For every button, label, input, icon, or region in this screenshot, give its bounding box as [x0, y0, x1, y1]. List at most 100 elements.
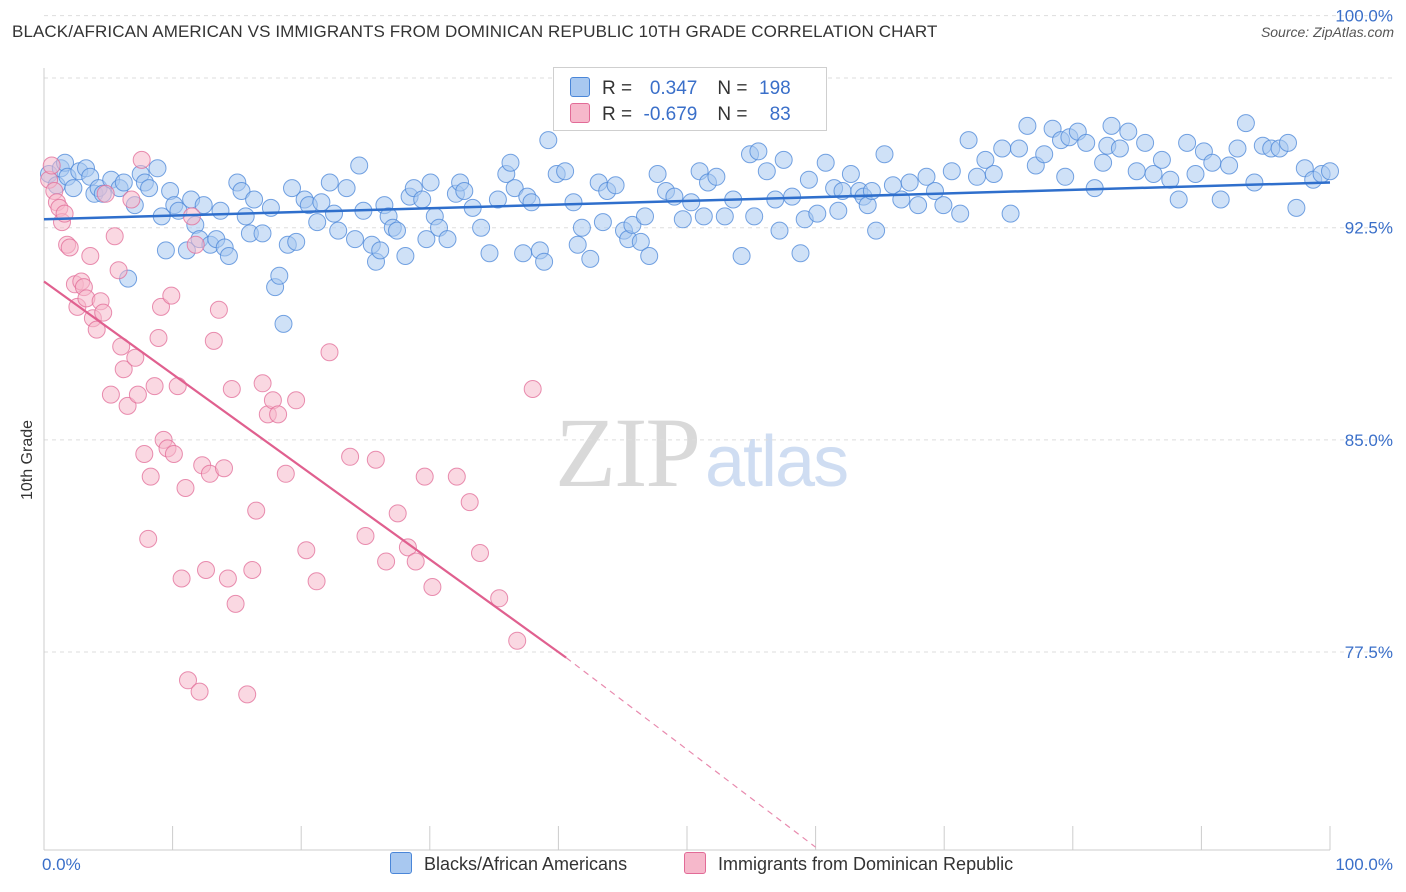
y-tick-label: 77.5% [1345, 643, 1393, 662]
point-dominican [81, 247, 100, 265]
bottom-legend-blacks: Blacks/African Americans [390, 852, 627, 875]
point-blacks [388, 221, 406, 240]
point-dominican [423, 578, 442, 596]
point-blacks [1136, 133, 1155, 152]
point-blacks [140, 179, 159, 198]
point-dominican [128, 385, 147, 404]
point-blacks [694, 207, 713, 226]
point-blacks [581, 249, 600, 268]
point-dominican [105, 227, 124, 246]
watermark-zip: ZIP [555, 397, 701, 508]
point-dominican [109, 261, 128, 280]
point-dominican [176, 479, 195, 497]
point-dominican [377, 552, 396, 571]
point-dominican [149, 329, 168, 347]
point-blacks [472, 218, 491, 237]
point-blacks [455, 182, 474, 200]
bottom-legend-label: Immigrants from Dominican Republic [718, 854, 1014, 874]
point-blacks [631, 232, 650, 251]
point-blacks [900, 173, 919, 192]
point-dominican [101, 385, 120, 404]
point-dominican [172, 569, 191, 588]
point-blacks [1144, 165, 1163, 183]
watermark-atlas: atlas [705, 422, 849, 502]
point-blacks [480, 244, 499, 263]
source-label: Source: ZipAtlas.com [1260, 24, 1394, 40]
point-dominican [204, 331, 223, 350]
point-blacks [501, 153, 520, 172]
point-blacks [1228, 139, 1247, 158]
point-dominican [186, 235, 205, 254]
point-dominican [87, 320, 106, 339]
point-blacks [287, 232, 306, 251]
point-blacks [968, 167, 986, 186]
legend-row-dominican: R = -0.679 N = 83 [570, 103, 791, 125]
point-dominican [139, 529, 158, 548]
point-blacks [648, 165, 667, 183]
point-dominican [218, 569, 237, 588]
point-blacks [942, 162, 961, 181]
point-blacks [959, 131, 978, 150]
point-blacks [770, 221, 789, 240]
point-blacks [156, 241, 175, 260]
point-dominican [114, 360, 133, 379]
point-blacks [757, 162, 776, 181]
point-blacks [829, 201, 848, 220]
point-dominican [168, 377, 187, 396]
point-dominican [276, 464, 295, 483]
point-dominican [209, 300, 228, 319]
point-blacks [568, 235, 587, 254]
point-dominican [94, 303, 113, 322]
point-blacks [283, 179, 301, 198]
point-blacks [707, 167, 726, 186]
point-blacks [219, 247, 238, 265]
legend-swatch-dominican [570, 103, 590, 123]
chart-title: BLACK/AFRICAN AMERICAN VS IMMIGRANTS FRO… [12, 22, 938, 41]
point-dominican [226, 594, 245, 613]
point-blacks [514, 244, 533, 263]
point-blacks [253, 224, 272, 243]
point-blacks [148, 159, 167, 178]
point-blacks [636, 207, 654, 226]
point-blacks [505, 179, 524, 198]
x-tick-label: 0.0% [42, 855, 81, 874]
point-dominican [238, 685, 257, 704]
point-dominican [42, 156, 61, 175]
point-dominican [356, 527, 375, 545]
point-blacks [984, 165, 1003, 183]
legend-n-label: N = [717, 78, 753, 99]
point-blacks [1010, 139, 1028, 158]
point-dominican [398, 538, 417, 557]
legend-row-blacks: R = 0.347 N = 198 [570, 77, 791, 99]
point-blacks [951, 204, 970, 223]
point-dominican [388, 504, 407, 523]
bottom-legend-swatch-blacks [390, 852, 412, 874]
point-dominican [152, 297, 170, 316]
point-blacks [346, 230, 364, 249]
point-blacks [320, 173, 339, 192]
point-dominican [132, 150, 151, 169]
legend-box: R = 0.347 N = 198 R = -0.679 N = 83 [553, 67, 827, 131]
point-blacks [1056, 167, 1075, 186]
point-blacks [623, 215, 642, 234]
point-blacks [640, 247, 659, 265]
point-blacks [774, 150, 793, 169]
legend-r-label: R = [602, 104, 638, 125]
point-blacks [875, 145, 894, 164]
point-dominican [243, 561, 262, 579]
point-blacks [841, 165, 860, 183]
point-blacks [1178, 133, 1197, 152]
point-blacks [745, 207, 764, 226]
axes [43, 68, 1331, 851]
point-dominican [471, 544, 489, 562]
point-blacks [808, 204, 827, 223]
point-blacks [1152, 150, 1171, 169]
point-dominican [126, 348, 145, 367]
point-blacks [606, 176, 625, 195]
legend-swatch-blacks [570, 77, 590, 97]
point-blacks [337, 179, 356, 198]
legend-n-label: N = [717, 104, 753, 125]
point-blacks [539, 131, 558, 150]
point-blacks [1018, 116, 1037, 135]
